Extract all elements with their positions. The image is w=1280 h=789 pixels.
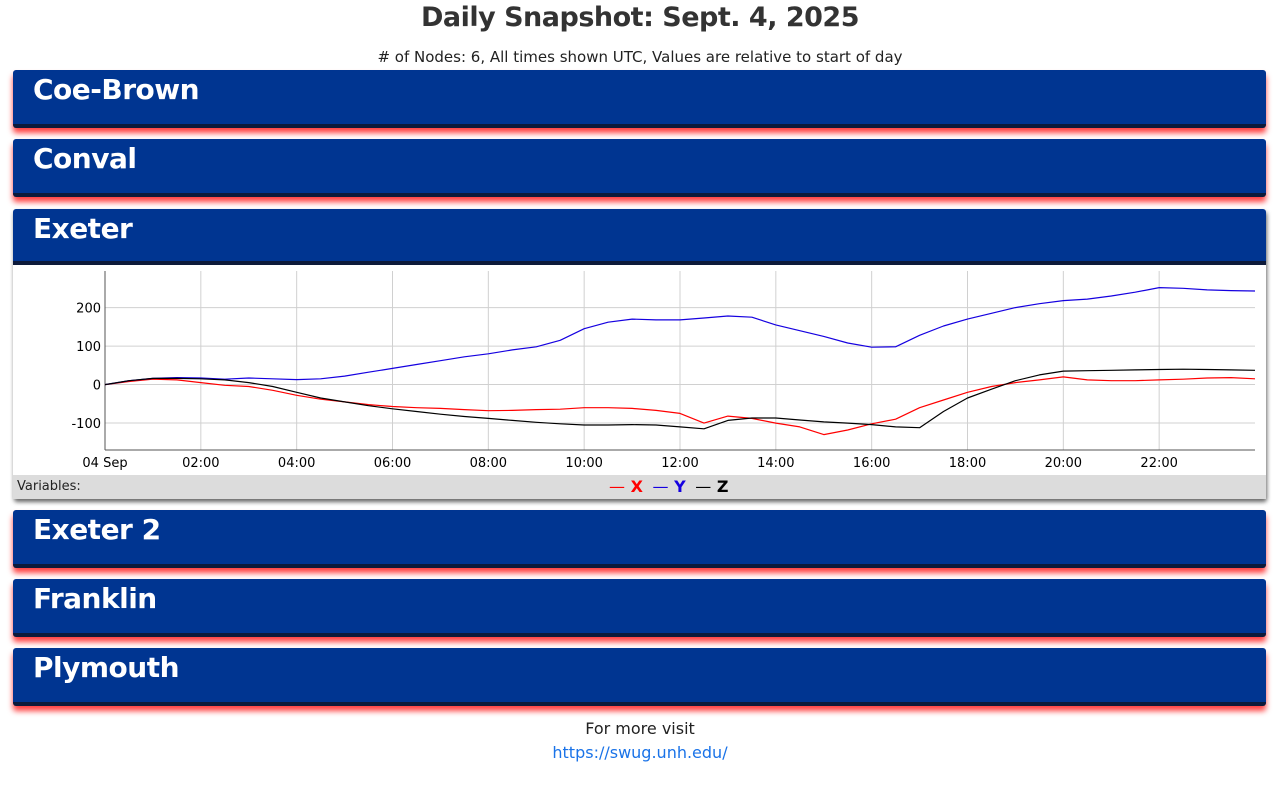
legend-label: Variables:	[17, 479, 81, 494]
x-tick-label: 04:00	[278, 456, 315, 471]
footer-link-wrap: https://swug.unh.edu/	[0, 743, 1280, 762]
legend-line-icon: —	[652, 477, 669, 496]
node-panel-exeter-2[interactable]: Exeter 2	[13, 510, 1266, 568]
node-panel-title: Coe-Brown	[33, 73, 200, 106]
node-panel-plymouth[interactable]: Plymouth	[13, 648, 1266, 706]
node-panel-title: Franklin	[33, 582, 157, 615]
y-tick-label: 200	[76, 302, 101, 317]
node-panel-title: Exeter	[33, 212, 133, 245]
x-tick-label: 02:00	[182, 456, 219, 471]
x-tick-label: 14:00	[757, 456, 794, 471]
x-tick-label: 16:00	[853, 456, 890, 471]
node-panel-title: Exeter 2	[33, 513, 161, 546]
legend-item-label: Z	[716, 477, 729, 496]
node-panel-conval[interactable]: Conval	[13, 139, 1266, 197]
footer-text: For more visit	[585, 719, 695, 738]
swug-link[interactable]: https://swug.unh.edu/	[552, 743, 728, 762]
magnetometer-chart[interactable]: 200 100 0 -100 04 Sep 02:00 04:00 06:00 08:00 10:…	[13, 265, 1266, 475]
x-tick-label: 04 Sep	[82, 456, 127, 471]
page-subtitle: # of Nodes: 6, All times shown UTC, Valu…	[377, 48, 903, 66]
legend-line-icon: —	[695, 477, 712, 496]
legend-item-label: Y	[674, 477, 686, 496]
x-tick-label: 08:00	[470, 456, 507, 471]
series-line-z	[104, 368, 1256, 430]
x-tick-label: 18:00	[949, 456, 986, 471]
legend-line-icon: —	[609, 477, 625, 496]
legend-item-z[interactable]: — Z	[695, 477, 728, 496]
page-title: Daily Snapshot: Sept. 4, 2025	[420, 2, 860, 33]
legend-item-x[interactable]: — X	[609, 477, 649, 496]
node-panel-title: Conval	[33, 142, 137, 175]
x-tick-label: 10:00	[565, 456, 602, 471]
y-tick-label: -100	[71, 417, 101, 432]
x-tick-label: 06:00	[374, 456, 411, 471]
node-panel-title: Plymouth	[33, 651, 180, 684]
node-panel-exeter: Exeter 200 100 0 -100 04 Sep 02:00 04:00 06:00 0…	[13, 209, 1266, 499]
node-panel-exeter-header[interactable]: Exeter	[13, 209, 1266, 265]
legend-item-label: X	[630, 477, 643, 496]
y-tick-label: 100	[76, 340, 101, 355]
legend-bar: Variables: — X — Y — Z	[13, 475, 1266, 499]
series-line-x	[104, 376, 1256, 436]
x-tick-label: 22:00	[1140, 456, 1177, 471]
x-tick-label: 20:00	[1045, 456, 1082, 471]
x-tick-label: 12:00	[661, 456, 698, 471]
node-panel-franklin[interactable]: Franklin	[13, 579, 1266, 637]
legend-items: — X — Y — Z	[609, 477, 732, 496]
node-panel-coe-brown[interactable]: Coe-Brown	[13, 70, 1266, 128]
y-tick-label: 0	[93, 379, 101, 394]
legend-item-y[interactable]: — Y	[653, 477, 692, 496]
series-line-y	[104, 287, 1256, 386]
